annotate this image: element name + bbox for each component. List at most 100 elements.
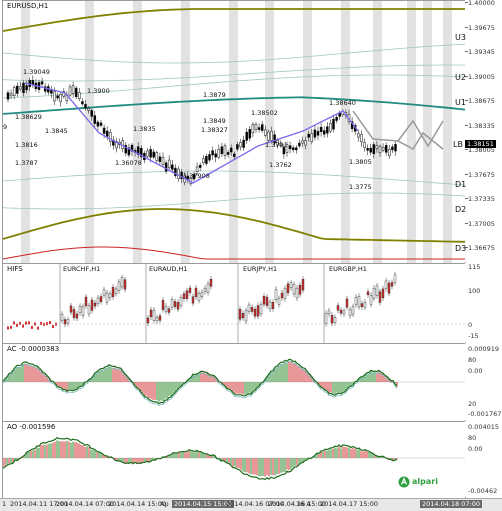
hifs-candle-body [164,305,168,312]
session-band [229,1,238,263]
hifs-candle-body [274,289,278,300]
hifs-candle-body [84,296,88,307]
price-annotation: 1.3787 [15,159,38,167]
price-scale-label: 1.39675 [468,23,495,32]
ac-pane[interactable]: AC -0.0000383 [2,343,466,422]
candle-body [229,147,233,153]
price-scale-label: 1.37005 [468,219,495,228]
candle-body [71,85,75,94]
candle-body [198,164,202,168]
candle-body [140,147,143,158]
hifs-candle-body [301,279,305,291]
candle-body [223,145,227,156]
envelope-line [3,170,465,186]
time-axis[interactable]: 1 2014.04.11 17:00 2014.04.14 07:00 2014… [0,498,502,511]
session-band [407,1,416,263]
hifs-candle-body [149,309,153,318]
hifs-candle-body [176,302,180,310]
ac-scale-label: -0.001767 [468,410,502,418]
candle-body [270,130,273,141]
envelope-d2 [3,208,465,243]
candle-body [214,153,217,158]
hifs-candle-body [155,317,159,322]
candle-body [239,142,242,148]
candle-body [304,140,307,146]
price-scale-tick [465,173,468,175]
hifs-candle-body [146,317,150,324]
price-annotation: 1.3805 [349,158,372,166]
hifs-scale-label: 100 [468,287,481,295]
hifs-subtitle-eurjpy: EURJPY,H1 [243,265,278,273]
candle-body [245,131,248,141]
hifs-candle-body [191,296,195,304]
hifs-candle-body [253,308,257,317]
envelope-line [3,43,465,64]
ac-chart[interactable] [3,344,465,421]
candle-body [366,148,369,151]
candle-body [251,124,255,134]
price-scale-label: 1.37675 [468,170,495,179]
hifs-candle-body [25,321,27,325]
price-scale-label: 1.38335 [468,121,495,130]
time-label: 2014.04.16 15:00 [268,500,327,508]
hifs-candle-body [259,304,263,315]
price-annotation: 1.3816 [15,141,38,149]
candle-body [19,86,22,90]
price-chart[interactable] [3,1,465,263]
hifs-candle-body [152,309,156,321]
ao-pane[interactable]: AO -0.001596 [2,421,466,499]
hifs-candle-body [37,326,39,330]
ac-scale-label: 0.00 [468,367,483,375]
time-label: 2014.04.11 17:00 [10,500,69,508]
hifs-candle-body [197,293,201,301]
candle-body [25,85,28,91]
price-annotation: 1.3791 [265,141,288,149]
candle-body [96,121,100,127]
hifs-candle-body [93,302,97,307]
main-chart-pane[interactable]: EURUSD,H1 1.39049 1.3900 1.38629 1.3845 1.38… [2,0,466,264]
hifs-candle-body [52,325,54,329]
ao-chart[interactable] [3,422,465,498]
hifs-candle-body [271,302,275,309]
candle-body [164,162,168,172]
candle-body [59,93,62,102]
hifs-subtitle-eurchf: EURCHF,H1 [63,265,101,273]
hifs-candle-body [188,287,192,293]
candle-body [180,171,183,179]
hifs-candle-body [286,283,290,294]
hifs-candle-body [384,280,388,289]
price-annotation: 1.3762 [269,161,292,169]
hifs-candle-body [348,309,352,316]
chart-title: EURUSD,H1 [7,2,49,10]
hifs-candle-body [378,291,382,303]
hifs-candle-body [345,298,349,308]
hifs-candle-body [179,297,183,306]
hifs-pane[interactable]: HIFS EURCHF,H1 EURAUD,H1 EURJPY,H1 EURGB… [2,263,466,344]
hifs-candle-body [19,321,21,325]
candle-body [326,126,329,134]
ao-title: AO -0.001596 [7,423,56,431]
hifs-candle-body [369,295,373,305]
candle-body [288,145,292,150]
candle-body [186,175,190,180]
hifs-candle-body [357,296,361,308]
candle-body [291,147,295,150]
candle-body [217,148,221,158]
hifs-candle-body [256,305,260,317]
candle-body [202,158,205,164]
main-price-scale[interactable]: 1.40000 1.39675 1.39345 1.39005 1.38675 1.383… [465,0,502,262]
candle-body [236,144,239,150]
candle-body [316,131,320,136]
hifs-candle-body [289,282,293,289]
hifs-candle-body [185,290,189,299]
hifs-chart[interactable] [3,264,465,343]
price-scale-label: 1.39345 [468,48,495,56]
candle-body [115,141,118,149]
session-band [21,1,30,263]
hifs-candle-body [375,285,379,296]
ao-scale-label: 80 [468,434,477,442]
hifs-candle-body [381,288,385,299]
candle-body [105,130,109,137]
session-bands [21,1,452,263]
